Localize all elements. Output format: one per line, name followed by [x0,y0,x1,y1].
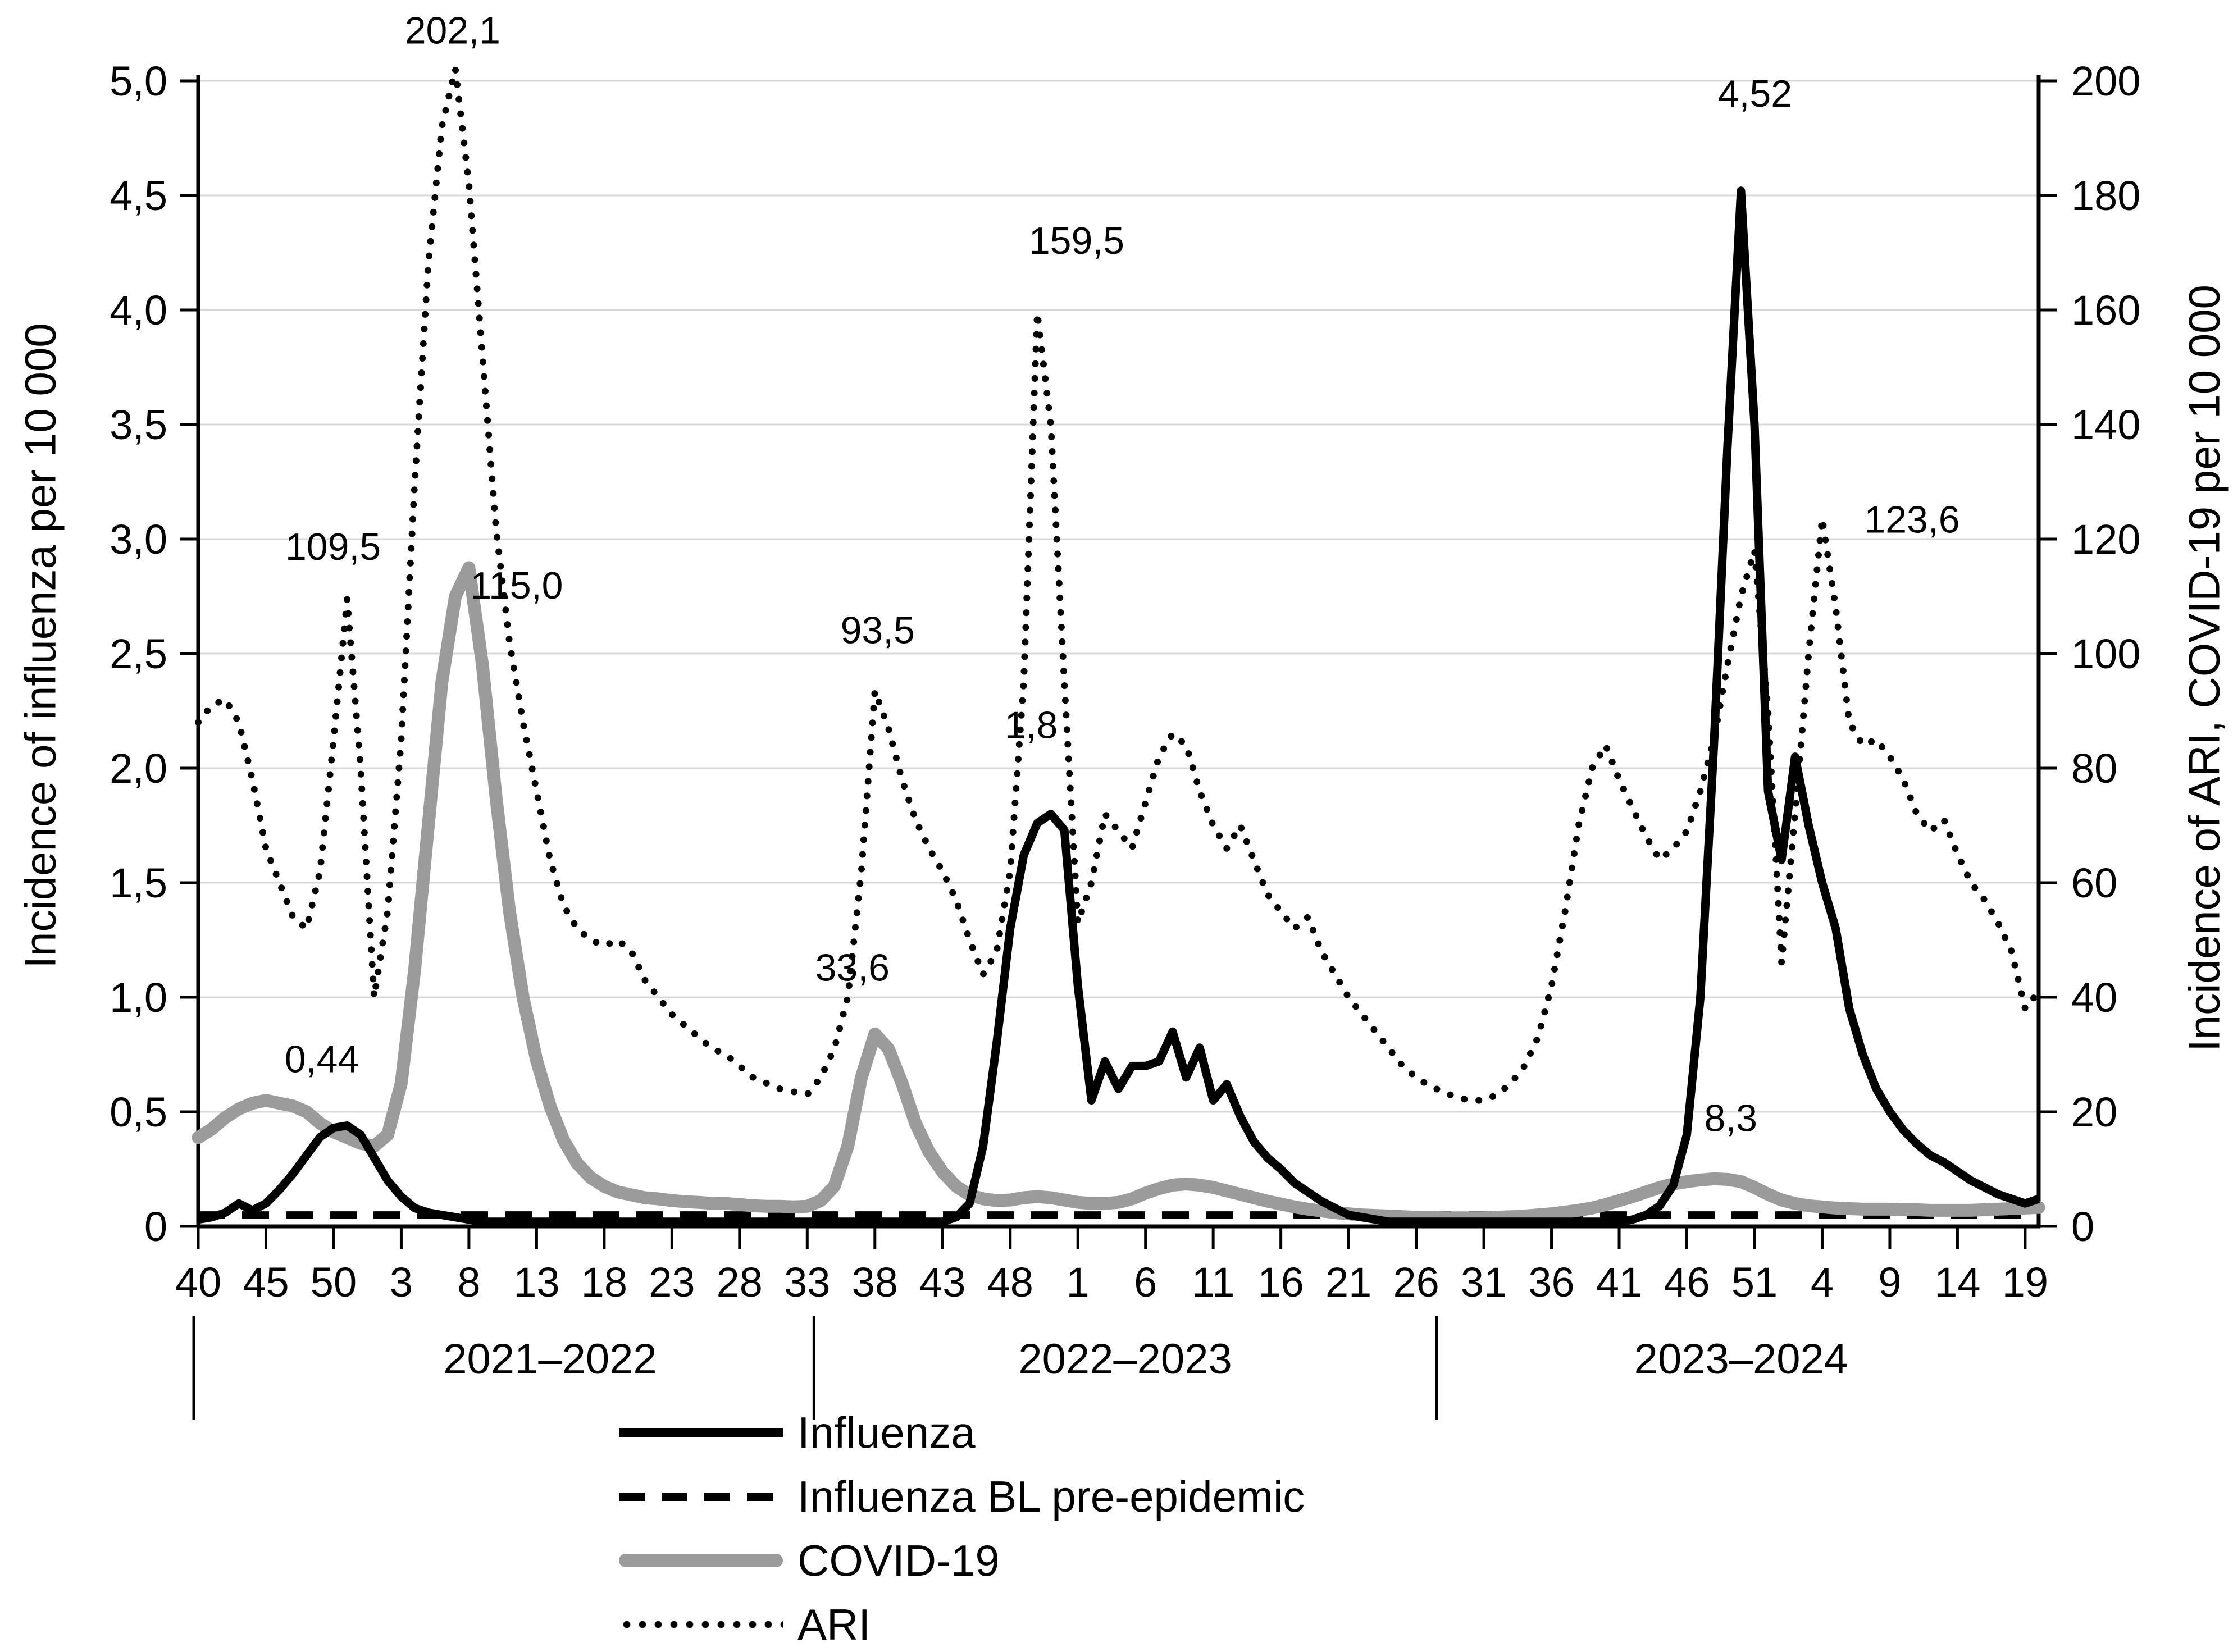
y-axis-left-tick-label: 4,5 [110,172,167,219]
x-axis-tick-label: 26 [1393,1259,1439,1306]
y-axis-left-tick-label: 2,0 [110,745,167,792]
annotation-0-44: 0,44 [285,1038,359,1080]
legend-item-influenza-bl: Influenza BL pre-epidemic [619,1469,1305,1524]
legend-label: Influenza BL pre-epidemic [798,1471,1305,1521]
series-covid-19-line [192,561,2045,1225]
y-axis-right-title: Incidence of ARI, COVID-19 per 10 000 [2179,285,2229,1052]
y-axis-left: 0 0,5 1,0 1,5 2,0 2,5 3,0 3,5 4,0 4,5 5,0 [110,58,198,1250]
annotation-109-5: 109,5 [285,526,381,568]
x-axis-tick-label: 23 [649,1259,695,1306]
x-axis-tick-label: 6 [1134,1259,1157,1306]
influenza-bl-dashed-line-sample-icon [619,1492,783,1501]
annotation-123-6: 123,6 [1864,498,1959,541]
y-axis-left-tick-label: 4,0 [110,287,167,334]
influenza-line-sample-icon [619,1428,783,1437]
y-axis-left-tick-label: 1,0 [110,974,167,1021]
legend-label: Influenza [798,1407,976,1457]
x-axis: 40 45 50 3 8 13 18 23 28 33 38 43 48 1 6 11 16 21 26 31 36 41… [175,1226,2048,1306]
x-axis-tick-label: 43 [919,1259,965,1306]
ari-dotted-line-sample-icon [619,1621,783,1628]
y-axis-right-tick-label: 60 [2071,860,2117,906]
y-axis-left-tick-label: 3,5 [110,401,167,448]
legend-item-influenza: Influenza [619,1405,1305,1460]
x-axis-tick-label: 4 [1811,1259,1834,1306]
y-axis-right-tick-label: 200 [2071,58,2140,104]
covid-line-sample-icon [619,1554,783,1567]
x-axis-tick-label: 3 [390,1259,413,1306]
x-axis-tick-label: 40 [175,1259,221,1306]
y-axis-right-tick-label: 180 [2071,172,2140,219]
y-axis-right-tick-label: 160 [2071,287,2140,334]
legend-item-ari: ARI [619,1597,1305,1652]
x-axis-tick-label: 9 [1878,1259,1901,1306]
annotation-93-5: 93,5 [841,609,915,651]
y-axis-left-tick-label: 1,5 [110,860,167,906]
x-axis-tick-label: 45 [243,1259,289,1306]
annotation-159-5: 159,5 [1029,220,1124,262]
x-axis-tick-label: 48 [987,1259,1033,1306]
x-axis-tick-label: 51 [1731,1259,1778,1306]
annotation-8-3: 8,3 [1704,1097,1757,1139]
x-axis-tick-label: 33 [784,1259,830,1306]
season-label: 2022–2023 [1018,1335,1232,1383]
annotation-202-1: 202,1 [405,10,500,52]
legend: Influenza Influenza BL pre-epidemic COVI… [619,1405,1305,1652]
y-axis-left-tick-label: 3,0 [110,516,167,563]
y-axis-right-tick-label: 0 [2071,1203,2094,1250]
y-axis-right-tick-label: 40 [2071,974,2117,1021]
y-axis-left-tick-label: 2,5 [110,631,167,677]
season-label: 2021–2022 [443,1335,657,1383]
season-label: 2023–2024 [1634,1335,1848,1383]
annotation-1-8: 1,8 [1005,704,1058,747]
x-axis-tick-label: 19 [2002,1259,2048,1306]
x-axis-tick-label: 13 [513,1259,559,1306]
y-axis-right-tick-label: 80 [2071,745,2117,792]
y-axis-right-tick-label: 120 [2071,516,2140,563]
x-axis-tick-label: 46 [1664,1259,1710,1306]
annotation-4-52: 4,52 [1718,72,1792,115]
season-band: 2021–2022 2022–2023 2023–2024 [192,1316,1848,1420]
x-axis-tick-label: 31 [1461,1259,1507,1306]
x-axis-tick-label: 36 [1528,1259,1574,1306]
series-influenza-line [197,186,2040,1226]
y-axis-left-tick-label: 0 [144,1203,167,1250]
axes [196,75,2041,1229]
annotation-115-0: 115,0 [470,564,563,607]
y-axis-left-tick-label: 0,5 [110,1089,167,1135]
x-axis-tick-label: 18 [581,1259,627,1306]
x-axis-tick-label: 16 [1257,1259,1304,1306]
y-axis-right-tick-label: 100 [2071,631,2140,677]
y-axis-left-title: Incidence of influenza per 10 000 [15,323,65,969]
y-axis-right: 0 20 40 60 80 100 120 140 160 180 200 [2039,58,2140,1250]
x-axis-tick-label: 38 [852,1259,898,1306]
legend-label: ARI [798,1599,871,1649]
x-axis-tick-label: 1 [1067,1259,1090,1306]
x-axis-tick-label: 41 [1596,1259,1642,1306]
y-axis-left-tick-label: 5,0 [110,58,167,104]
annotation-33-6: 33,6 [815,946,890,989]
x-axis-tick-label: 8 [457,1259,480,1306]
x-axis-tick-label: 21 [1325,1259,1371,1306]
x-axis-tick-label: 11 [1192,1259,1235,1306]
annotations: 0,44 109,5 202,1 115,0 93,5 33,6 1,8 159,5 4,52 1… [285,10,1960,1140]
legend-label: COVID-19 [798,1535,1000,1585]
legend-item-covid: COVID-19 [619,1533,1305,1588]
x-axis-tick-label: 14 [1934,1259,1980,1306]
y-axis-right-tick-label: 20 [2071,1089,2117,1135]
y-axis-right-tick-label: 140 [2071,401,2140,448]
x-axis-tick-label: 50 [311,1259,357,1306]
x-axis-tick-label: 28 [717,1259,763,1306]
